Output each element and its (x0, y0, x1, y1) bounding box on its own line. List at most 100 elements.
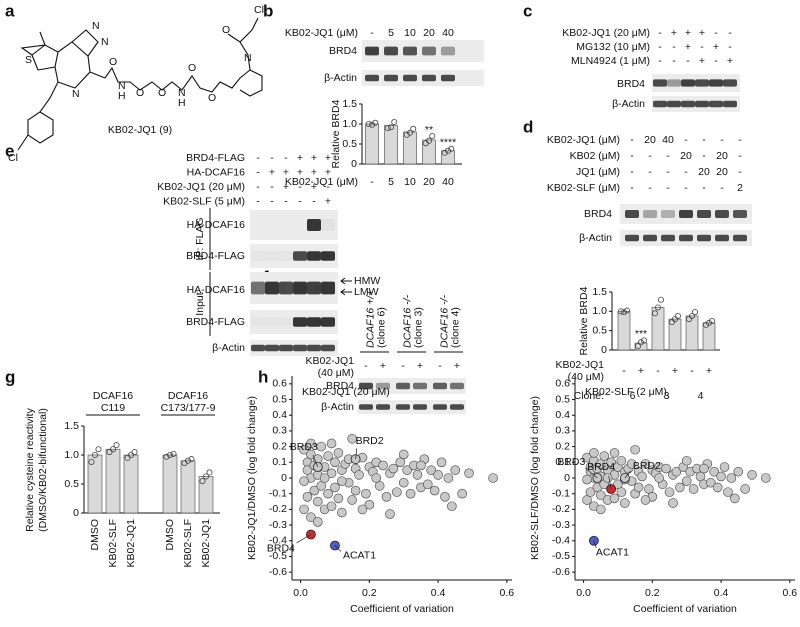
replicate-dot (709, 317, 716, 324)
y-axis-label: Relative BRD4 (330, 99, 342, 168)
y-tick-label: 0 (351, 158, 357, 170)
lane-label: - (738, 150, 742, 162)
lane-label: - (672, 41, 676, 53)
y-tick-label: -0.6 (269, 566, 287, 578)
band (251, 281, 265, 295)
lane-label: - (312, 195, 316, 207)
bond (17, 134, 29, 151)
point (299, 476, 309, 486)
lane-label: 20 (680, 150, 692, 162)
blot (358, 400, 466, 414)
point (726, 473, 737, 483)
callout (355, 448, 358, 460)
band (307, 251, 321, 261)
point (361, 488, 371, 499)
lane-label: - (728, 27, 732, 39)
point (599, 451, 610, 461)
y-tick-label: 1.0 (342, 118, 357, 130)
y-tick-label: 0.3 (555, 425, 570, 437)
x-tick-label: - (370, 176, 374, 188)
replicate-dot (110, 446, 117, 453)
point (309, 485, 320, 496)
highlight-label: ACAT1 (596, 547, 629, 559)
replicate-dot (387, 124, 394, 131)
lane-label: - (738, 166, 742, 178)
label: KB02-SLF (μM) (547, 182, 620, 194)
x-tick-label: + (706, 365, 712, 377)
replicate-dot (675, 312, 682, 319)
point (447, 501, 457, 512)
clone-label: 4 (698, 390, 704, 402)
blot-label: BRD4 (326, 380, 354, 392)
atom: H (118, 90, 126, 102)
clone: (clone 6) (375, 307, 387, 348)
y-tick-label: 0.5 (272, 393, 287, 405)
clone-label: 6 (630, 390, 636, 402)
significance: ** (425, 124, 433, 136)
point (302, 492, 313, 502)
bar (403, 131, 417, 165)
clone: (clone 3) (412, 307, 424, 348)
band (450, 404, 464, 410)
lane-label: - (298, 195, 302, 207)
lane-label: - (700, 41, 704, 53)
x-axis-label: Coefficient of variation (350, 603, 454, 615)
point (364, 499, 375, 510)
band (723, 79, 737, 87)
y-tick-label: 1.5 (592, 286, 607, 298)
atom: O (222, 24, 230, 36)
y-tick-label: 0.2 (555, 440, 570, 452)
lane-label: - (256, 152, 260, 164)
point (606, 457, 616, 468)
replicate-dot (441, 149, 448, 156)
band (695, 79, 709, 87)
band (321, 219, 335, 231)
replicate-dot (188, 456, 195, 463)
replicate-dot (384, 125, 391, 132)
lane-label: - (630, 182, 634, 194)
lane-label: 20 (644, 134, 656, 146)
band (265, 251, 279, 261)
x-tick-label: 0.6 (500, 587, 515, 599)
band (265, 344, 279, 352)
lane-label: + (311, 181, 317, 193)
band (667, 100, 681, 108)
blot-label: HA-DCAF16 (187, 284, 246, 296)
point (589, 448, 599, 458)
bar (365, 123, 379, 165)
band (661, 234, 675, 242)
band (723, 100, 737, 108)
y-tick-label: 0.5 (64, 478, 79, 490)
x-tick-label: KB02-JQ1 (200, 519, 212, 568)
label: KB02-JQ1 (20 μM) (562, 27, 650, 39)
y-tick-label: 1.5 (342, 98, 357, 110)
label: HA-DCAF16 (187, 166, 246, 178)
blot-label: BRD4-FLAG (186, 316, 245, 328)
panel-label: d (523, 117, 533, 136)
point (585, 487, 596, 497)
lane-label: - (658, 41, 662, 53)
point (326, 438, 337, 449)
band (643, 234, 657, 242)
band (422, 46, 436, 56)
lane-label: + (699, 27, 705, 39)
point (640, 495, 651, 505)
lane-label: + (325, 152, 331, 164)
replicate-dot (113, 442, 120, 449)
point (326, 468, 337, 479)
lane-label: + (699, 55, 705, 67)
point (436, 457, 447, 468)
x-tick-label: 0.2 (645, 587, 660, 599)
blot-label: β-Actin (579, 232, 612, 244)
point (464, 468, 474, 479)
replicate-dot (166, 451, 173, 458)
lane-label: + (311, 152, 317, 164)
point (323, 488, 333, 499)
band (359, 382, 373, 390)
y-tick-label: 0.5 (592, 324, 607, 336)
lane-label: - (684, 134, 688, 146)
atom: O (136, 87, 144, 99)
ring (27, 81, 59, 144)
lane-label: - (648, 150, 652, 162)
band (697, 210, 711, 218)
